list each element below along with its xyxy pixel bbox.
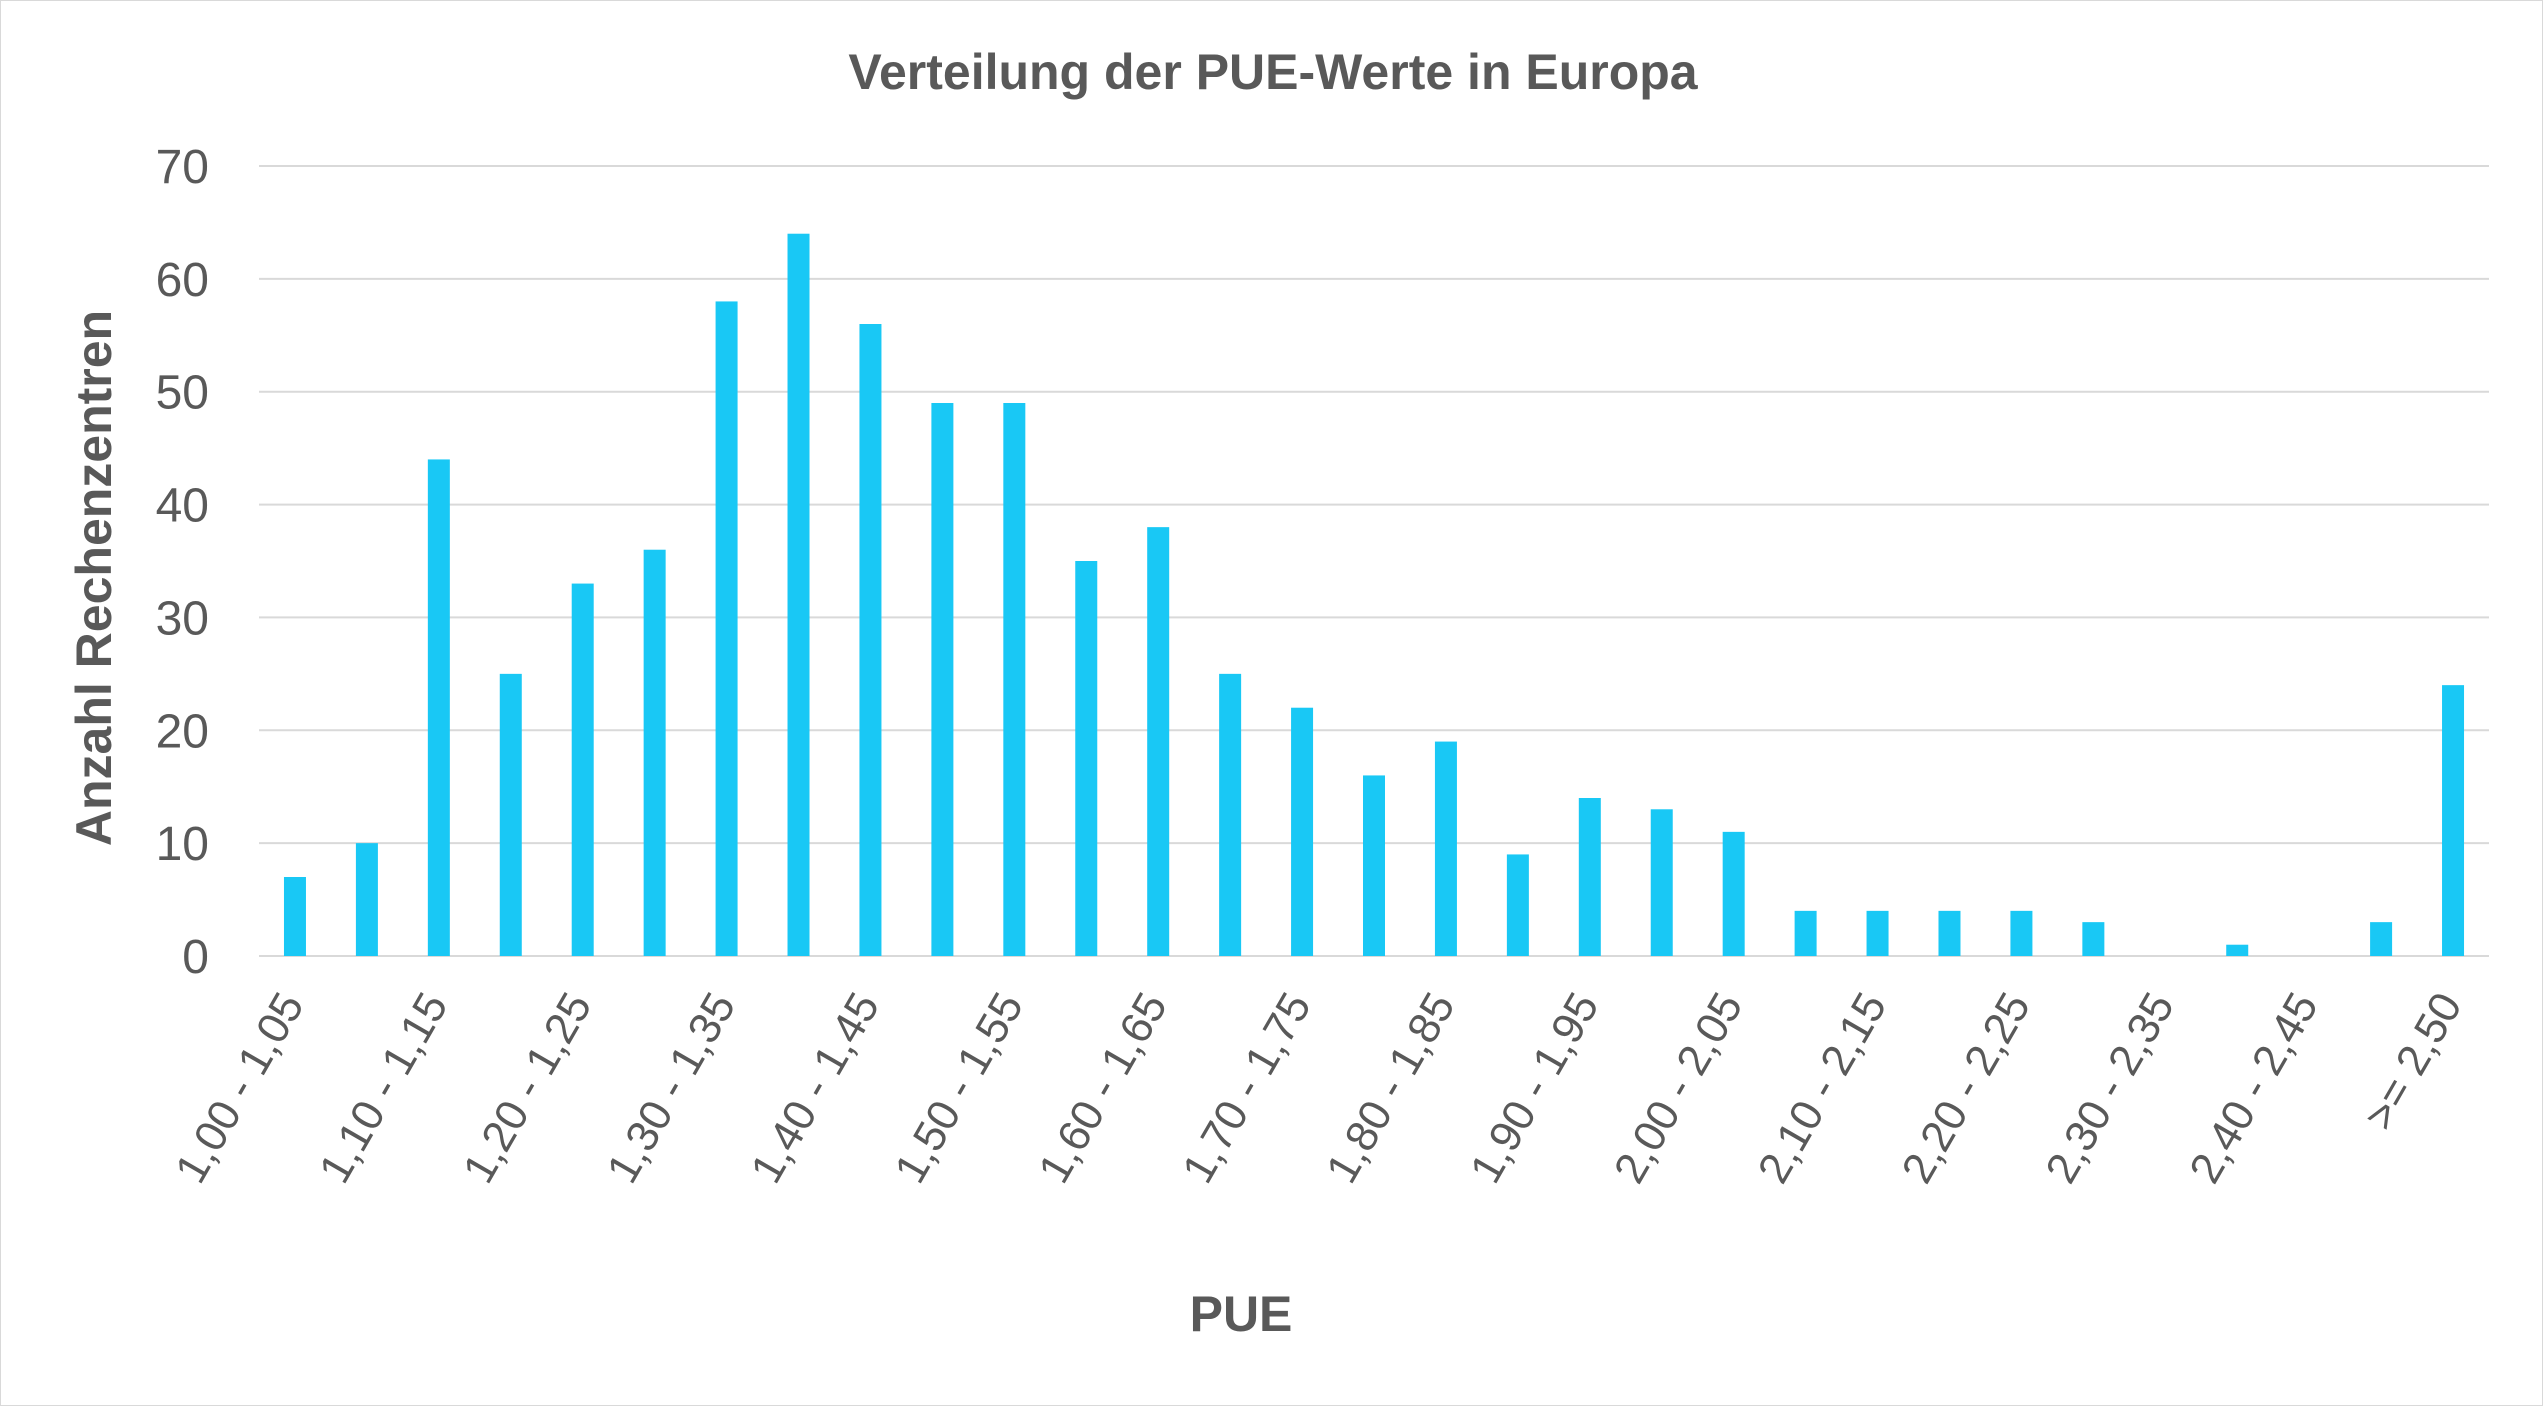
bar xyxy=(283,877,306,956)
y-tick-label: 0 xyxy=(182,931,209,984)
x-tick-label: 1,20 - 1,25 xyxy=(454,985,602,1192)
y-tick-label: 20 xyxy=(156,705,209,758)
x-tick-label: 2,10 - 2,15 xyxy=(1749,985,1897,1192)
bar xyxy=(1506,854,1529,956)
y-tick-label: 10 xyxy=(156,818,209,871)
x-tick-label: 1,30 - 1,35 xyxy=(598,985,746,1192)
x-tick-label: 2,30 - 2,35 xyxy=(2036,985,2184,1192)
y-tick-label: 30 xyxy=(156,592,209,645)
y-tick-label: 40 xyxy=(156,480,209,533)
bar xyxy=(2370,922,2393,956)
y-tick-label: 70 xyxy=(156,141,209,194)
bar xyxy=(2442,685,2465,956)
x-tick-label: 1,90 - 1,95 xyxy=(1461,985,1609,1192)
y-axis-ticks: 0 10 20 30 40 50 60 70 xyxy=(156,141,209,984)
bar xyxy=(859,324,882,956)
bar xyxy=(2226,944,2249,956)
x-tick-label: 1,70 - 1,75 xyxy=(1173,985,1321,1192)
bar xyxy=(1147,527,1170,956)
bar xyxy=(1434,741,1457,956)
x-axis-ticks: 1,00 - 1,051,10 - 1,151,20 - 1,251,30 - … xyxy=(166,985,2472,1192)
x-tick-label: 1,80 - 1,85 xyxy=(1317,985,1465,1192)
bar xyxy=(643,549,666,956)
x-tick-label: 1,00 - 1,05 xyxy=(166,985,314,1192)
x-tick-label: 1,60 - 1,65 xyxy=(1029,985,1177,1192)
bar xyxy=(931,403,954,956)
x-tick-label: 2,40 - 2,45 xyxy=(2180,985,2328,1192)
bar xyxy=(499,673,522,956)
y-tick-label: 50 xyxy=(156,367,209,420)
bar xyxy=(571,583,594,956)
bar xyxy=(1722,831,1745,956)
x-tick-label: >= 2,50 xyxy=(2355,985,2472,1139)
bar xyxy=(1075,561,1098,956)
bar xyxy=(1363,775,1385,956)
x-axis-title: PUE xyxy=(1190,1286,1293,1342)
gridlines xyxy=(259,165,2489,957)
x-tick-label: 2,00 - 2,05 xyxy=(1605,985,1753,1192)
bar xyxy=(715,301,738,956)
y-axis-title: Anzahl Rechenzentren xyxy=(66,310,122,846)
bar xyxy=(1291,707,1314,956)
bar xyxy=(1650,809,1673,956)
bar xyxy=(2010,910,2033,956)
chart-title: Verteilung der PUE-Werte in Europa xyxy=(848,44,1698,100)
bar xyxy=(1219,673,1242,956)
x-tick-label: 1,10 - 1,15 xyxy=(310,985,458,1192)
bar xyxy=(2082,922,2105,956)
bar xyxy=(1938,910,1961,956)
y-tick-label: 60 xyxy=(156,254,209,307)
bar xyxy=(1794,910,1817,956)
bar xyxy=(355,843,378,956)
x-tick-label: 1,40 - 1,45 xyxy=(741,985,889,1192)
bar xyxy=(427,459,450,956)
bar xyxy=(1578,798,1601,956)
bars xyxy=(283,233,2465,956)
bar xyxy=(787,233,810,956)
bar xyxy=(1866,910,1889,956)
x-tick-label: 2,20 - 2,25 xyxy=(1892,985,2040,1192)
bar xyxy=(1003,403,1026,956)
x-tick-label: 1,50 - 1,55 xyxy=(885,985,1033,1192)
